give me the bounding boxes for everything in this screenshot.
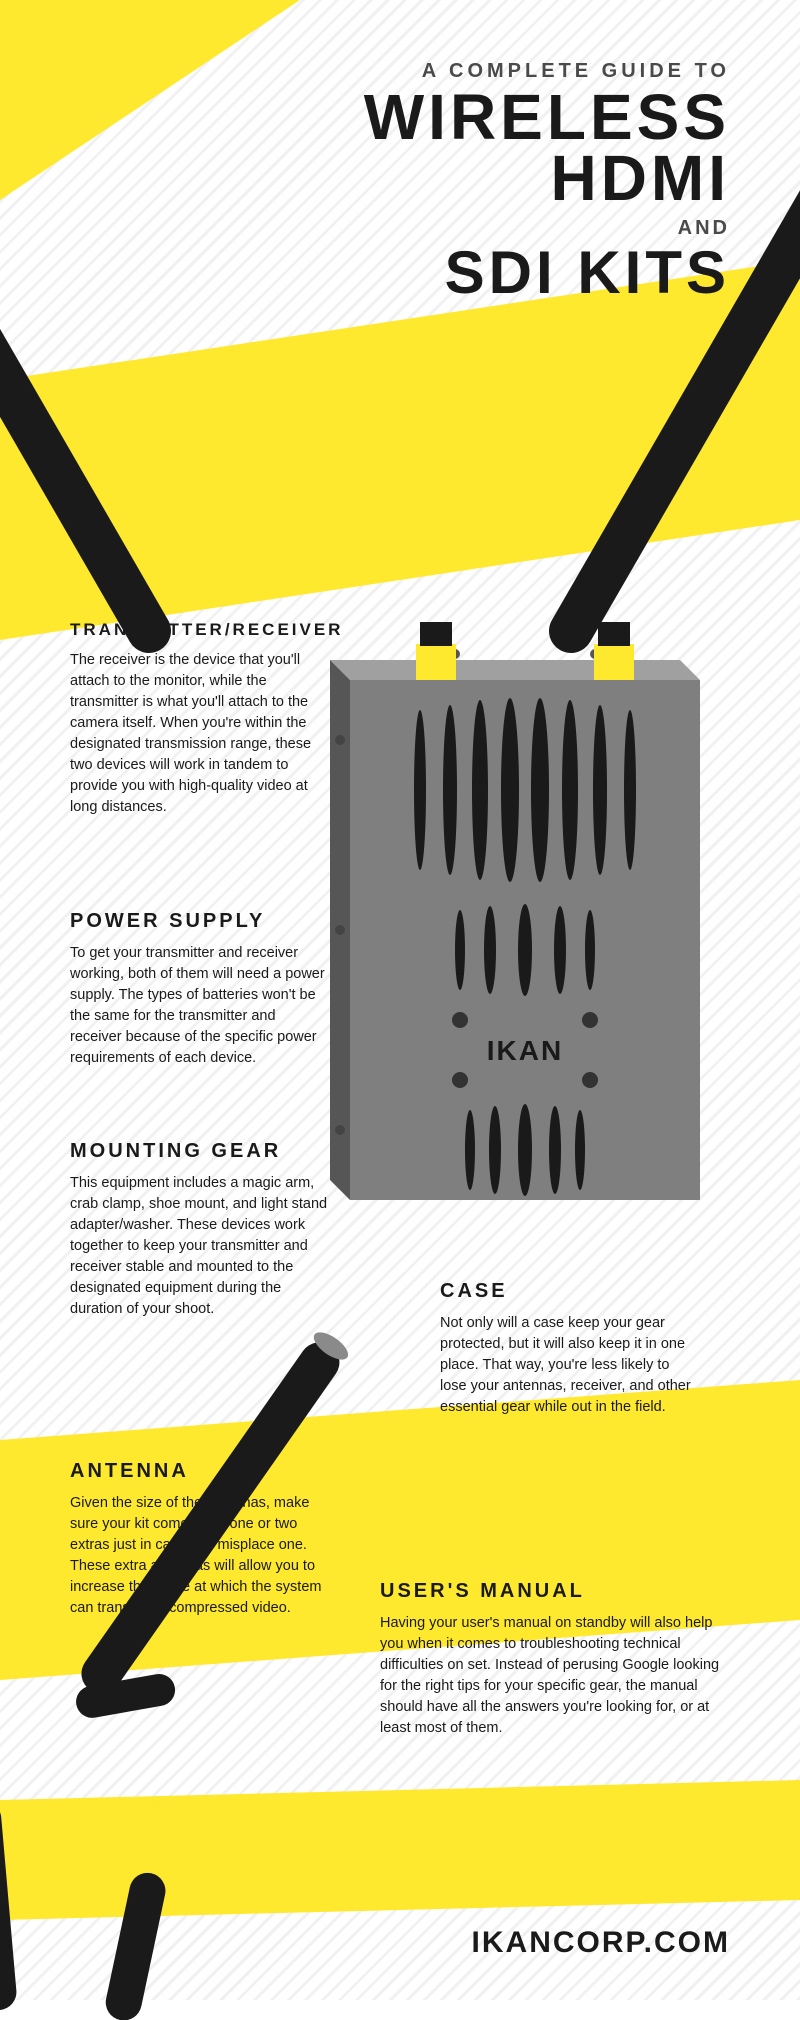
title-block: A COMPLETE GUIDE TO WIRELESS HDMI AND SD… [364, 60, 730, 301]
title-line1: A COMPLETE GUIDE TO [364, 60, 730, 83]
section-body: The receiver is the device that you'll a… [70, 650, 330, 818]
section-transmitter: TRANSMITTER/RECEIVER The receiver is the… [70, 620, 330, 818]
section-body: Given the size of the antennas, make sur… [70, 1493, 330, 1619]
section-manual: USER'S MANUAL Having your user's manual … [380, 1580, 730, 1739]
section-antenna: ANTENNA Given the size of the antennas, … [70, 1460, 330, 1619]
section-body: Having your user's manual on standby wil… [380, 1613, 730, 1739]
section-body: Not only will a case keep your gear prot… [440, 1313, 700, 1418]
section-body: This equipment includes a magic arm, cra… [70, 1173, 330, 1320]
section-body: To get your transmitter and receiver wor… [70, 943, 330, 1069]
section-title: CASE [440, 1280, 700, 1303]
footer-url: IKANCORP.COM [472, 1926, 730, 1960]
section-title: TRANSMITTER/RECEIVER [70, 620, 330, 640]
section-power: POWER SUPPLY To get your transmitter and… [70, 910, 330, 1069]
section-mounting: MOUNTING GEAR This equipment includes a … [70, 1140, 330, 1320]
section-title: MOUNTING GEAR [70, 1140, 330, 1163]
section-title: POWER SUPPLY [70, 910, 330, 933]
section-title: USER'S MANUAL [380, 1580, 730, 1603]
svg-text:IKAN: IKAN [487, 1035, 563, 1066]
antenna-fragments-illustration [0, 1800, 260, 2020]
title-line3: HDMI [364, 148, 730, 209]
title-line2: WIRELESS [364, 87, 730, 148]
section-case: CASE Not only will a case keep your gear… [440, 1280, 700, 1418]
title-and: AND [364, 217, 730, 240]
section-title: ANTENNA [70, 1460, 330, 1483]
title-line4: SDI KITS [364, 244, 730, 301]
